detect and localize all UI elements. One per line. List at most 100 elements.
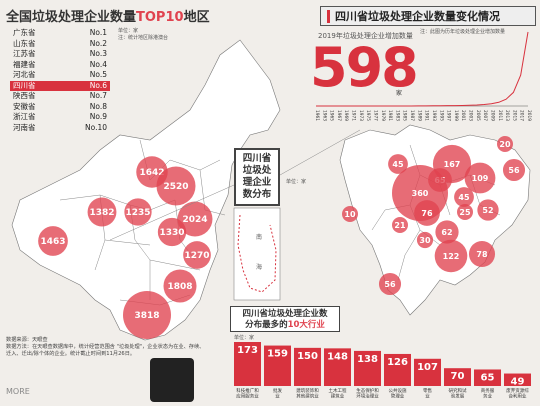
industry-callout-line2a: 分布最多的 [245, 320, 288, 330]
line-tick-label: 1985 [402, 110, 408, 121]
ranking-list: 广东省 No.1 山东省 No.2 江苏省 No.3 福建省 No.4 河北省 No.5 四川省 No… [10, 28, 110, 133]
bar-value-label: 126 [387, 357, 408, 368]
line-tick-label: 1975 [365, 110, 371, 121]
bar-category-label: 土木工程建筑业 [329, 387, 347, 400]
bubble [435, 220, 459, 244]
line-tick-label: 1969 [343, 110, 349, 121]
footer-note: 数据方法：在天眼查数据库中，统计经营范围含 "垃圾处理"，企业状态为在业、存续、… [6, 344, 205, 357]
bubble-label: 1808 [167, 282, 192, 292]
bubble-label: 3818 [134, 311, 159, 321]
bar-category-label: 零售业 [423, 387, 432, 400]
ranking-rank: No.10 [85, 122, 107, 132]
ranking-rank: No.7 [89, 91, 107, 100]
callout-line: 理企业 [242, 177, 272, 188]
bubble-label: 1642 [139, 168, 164, 178]
line-tick-label: 1981 [387, 110, 393, 121]
line-tick-label: 1989 [416, 110, 422, 121]
ranking-rank: No.8 [89, 101, 107, 111]
ranking-row: 江苏省 No.3 [10, 49, 110, 60]
line-tick-label: 1979 [380, 110, 386, 121]
bubble [38, 226, 68, 256]
sichuan-trend-title: 四川省垃圾处理企业数量变化情况 [320, 6, 536, 26]
bubble [416, 231, 434, 249]
map-source-note: 注：统计地区除港澳台 [118, 35, 169, 41]
bubble-label: 56 [508, 166, 520, 175]
bubble [163, 269, 197, 303]
ranking-province: 安徽省 [13, 101, 36, 111]
bubble [123, 291, 171, 339]
bubble-label: 109 [472, 174, 489, 183]
bar-category-label: 研究和试验发展 [449, 387, 467, 400]
bubble [454, 187, 474, 207]
big-number-unit: 家 [396, 90, 403, 97]
ranking-rank: No.6 [89, 80, 107, 90]
ranking-row: 陕西省 No.7 [10, 91, 110, 102]
increase-label: 2019年垃圾处理企业增加数量 [318, 32, 413, 40]
ranking-province: 浙江省 [13, 112, 36, 121]
callout-line: 四川省 [242, 153, 272, 164]
ranking-province: 陕西省 [13, 91, 36, 100]
bubble-label: 45 [458, 193, 470, 202]
bubble-label: 78 [476, 250, 488, 259]
bubble-label: 30 [419, 236, 431, 245]
line-tick-label: 1995 [438, 110, 444, 121]
bubble-label: 25 [459, 208, 471, 217]
bubble [414, 200, 440, 226]
bubble [388, 154, 408, 174]
bubble-label: 1382 [89, 208, 114, 218]
ranking-row: 河北省 No.5 [10, 70, 110, 81]
bubble [457, 204, 473, 220]
ranking-rank: No.1 [89, 28, 107, 37]
line-tick-label: 1983 [394, 110, 400, 121]
bar [264, 345, 291, 386]
ranking-row: 浙江省 No.9 [10, 112, 110, 123]
title-accent-bar [327, 9, 330, 23]
callout-line: 数分布 [242, 189, 272, 200]
ranking-province: 山东省 [13, 38, 36, 48]
bar [324, 348, 351, 386]
bar-value-label: 65 [481, 372, 495, 383]
line-tick-label: 1987 [409, 110, 415, 121]
bubble-label: 62 [441, 228, 452, 237]
line-tick-label: 2015 [511, 110, 517, 121]
bubble [392, 217, 408, 233]
big-number: 598 [310, 36, 419, 99]
bar-category-label: 废弃资源综合利用业 [506, 387, 529, 400]
bubble [464, 162, 496, 194]
bubble-label: 1463 [40, 237, 65, 247]
qr-code-image [150, 358, 194, 402]
line-tick-label: 2005 [475, 110, 481, 121]
bar [474, 369, 501, 386]
line-chart: 1961 1963 1965 1967 1969 1971 1973 1975 1977 1979… [314, 31, 532, 121]
ranking-rank: No.9 [89, 112, 107, 121]
ranking-title-suffix: 地区 [183, 10, 210, 25]
sichuan-distribution-callout: 四川省 垃圾处 理企业 数分布 [234, 148, 280, 206]
line-tick-label: 1961 [314, 110, 320, 121]
ranking-title-prefix: 全国垃圾处理企业数量 [6, 10, 137, 25]
bar-category-label: 公共设施管理业 [389, 387, 407, 400]
industry-callout-line2b: 10大行业 [287, 320, 325, 330]
bubble [468, 240, 496, 268]
line-tick-label: 2017 [519, 110, 525, 121]
ranking-row: 河南省 No.10 [10, 123, 110, 134]
ranking-row: 四川省 No.6 [10, 80, 110, 91]
bubble-label: 76 [421, 209, 433, 218]
line-tick-label: 2011 [497, 110, 503, 121]
line-tick-label: 1963 [321, 110, 327, 121]
bar-category-label: 生态保护和环境治理业 [356, 387, 379, 400]
bubble-label: 52 [482, 206, 493, 215]
bar-value-label: 148 [327, 351, 348, 362]
bubble-label: 10 [344, 210, 356, 219]
line-tick-label: 1977 [372, 110, 378, 121]
bubble [378, 272, 402, 296]
bar-value-label: 49 [511, 377, 525, 388]
ranking-unit-note: 单位：家 注：统计地区除港澳台 [118, 28, 168, 42]
line-tick-label: 2003 [468, 110, 474, 121]
bar-category-label: 建筑装饰和其他建筑业 [296, 387, 319, 400]
line-tick-label: 1997 [446, 110, 452, 121]
ranking-rank: No.5 [89, 70, 107, 79]
bubble [183, 241, 211, 269]
ranking-unit: 单位：家 [118, 28, 139, 34]
bubble [342, 206, 358, 222]
